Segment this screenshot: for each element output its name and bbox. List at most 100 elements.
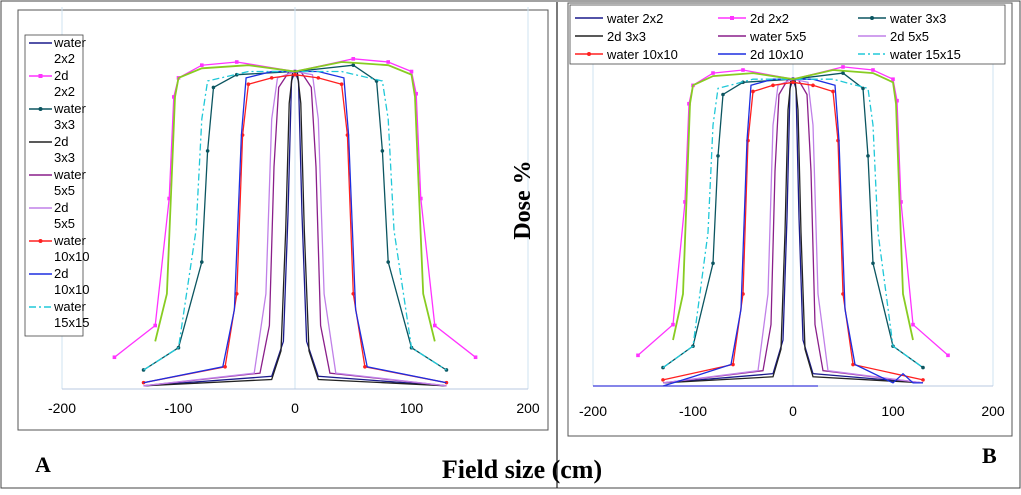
panel-b-frame	[567, 2, 1013, 437]
legend-a-label-5: 3x3	[54, 117, 75, 132]
legend-a-label-13: 10x10	[54, 249, 89, 264]
a-series-1-point-2	[167, 196, 171, 201]
b-series-2-point-2	[711, 261, 715, 266]
a-series-1-point-10	[409, 69, 414, 74]
b-series-6-point-12	[921, 378, 925, 382]
b-series-1-point-13	[911, 322, 915, 327]
a-series-6-point-0	[141, 380, 146, 385]
legend-b-box	[569, 4, 1006, 65]
b-series-1-point-3	[687, 101, 691, 106]
a-series-6-point-4	[246, 82, 251, 87]
b-series-1-point-8	[841, 65, 845, 69]
legend-a-label-0: water	[53, 35, 86, 50]
a-series-6-point-10	[351, 291, 356, 296]
b-series-line-9	[672, 69, 914, 341]
panel-a-frame	[17, 9, 549, 431]
b-series-6-point-8	[831, 89, 835, 94]
panel-a-plot: -200 -100 0 100 200	[48, 7, 540, 416]
legend-a-label-7: 3x3	[54, 150, 75, 165]
a-series-line-8	[143, 70, 447, 371]
b-series-1-point-2	[683, 200, 687, 204]
legend-b-label-2: water 3x3	[889, 11, 946, 26]
legend-b-label-1: 2d 2x2	[750, 11, 789, 26]
b-series-1-point-1	[671, 322, 675, 327]
a-series-1-point-1	[153, 323, 157, 328]
legend-a-marker-6	[38, 239, 43, 243]
a-series-2-point-3	[205, 149, 210, 153]
a-series-2-point-7	[351, 63, 356, 67]
a-series-6-point-1	[223, 364, 227, 369]
legend-b-marker-6	[587, 52, 591, 56]
legend-a-label-14: 2d	[54, 266, 68, 281]
legend-b: water 2x2 2d 2x2 water 3x3 2d 3x3 water 5x5 2…	[569, 4, 1006, 65]
b-series-1-point-11	[895, 98, 899, 103]
b-x-tick-label-0: -200	[579, 403, 607, 419]
b-x-tick-label-2: 0	[789, 403, 797, 419]
a-series-line-9	[154, 61, 436, 342]
a-series-2-point-10	[386, 260, 391, 264]
panel-b-plot: -200 -100 0 100 200	[579, 15, 1005, 419]
b-series-2-point-4	[721, 92, 725, 97]
a-series-6-point-7	[316, 76, 321, 80]
a-x-tick-label-4: 200	[516, 400, 540, 416]
a-series-6-point-5	[269, 76, 274, 80]
y-axis-label: Dose %	[510, 160, 536, 239]
b-series-2-point-9	[866, 154, 870, 158]
legend-a-label-1: 2x2	[54, 51, 75, 66]
b-series-1-point-10	[891, 77, 895, 82]
b-series-2-point-3	[716, 154, 720, 158]
b-series-6-point-0	[661, 378, 665, 382]
a-series-2-point-2	[200, 260, 204, 264]
a-x-tick-label-0: -200	[48, 400, 76, 416]
a-series-6-point-8	[339, 82, 344, 87]
b-x-tick-label-1: -100	[679, 403, 707, 419]
legend-a-label-3: 2x2	[54, 84, 75, 99]
a-series-6-point-6	[293, 72, 297, 77]
legend-a-label-12: water	[53, 233, 86, 248]
b-series-6-point-4	[751, 89, 755, 94]
b-x-tick-label-3: 100	[881, 403, 905, 419]
b-x-tick-label-4: 200	[981, 403, 1005, 419]
a-series-1-point-8	[351, 57, 356, 61]
legend-a-label-2: 2d	[54, 68, 68, 83]
legend-a-label-8: water	[53, 167, 86, 182]
legend-b-label-5: 2d 5x5	[890, 29, 929, 44]
a-series-6-point-12	[444, 380, 449, 385]
b-series-2-point-8	[861, 86, 865, 91]
b-series-2-point-12	[921, 365, 925, 370]
legend-a-label-10: 2d	[54, 200, 68, 215]
b-series-line-8	[662, 78, 924, 369]
a-x-tick-label-2: 0	[291, 400, 299, 416]
legend-a-label-17: 15x15	[54, 315, 89, 330]
b-series-6-point-5	[771, 83, 775, 88]
legend-b-marker-1	[730, 16, 734, 20]
legend-a-marker-2	[38, 107, 43, 111]
a-series-1-point-9	[386, 60, 390, 64]
legend-b-label-0: water 2x2	[606, 11, 663, 26]
a-series-1-point-14	[473, 355, 478, 360]
b-series-1-point-12	[899, 200, 903, 204]
a-x-tick-label-1: -100	[164, 400, 192, 416]
a-x-tick-label-3: 100	[400, 400, 424, 416]
panel-b-label: B	[982, 443, 997, 468]
legend-b-label-3: 2d 3x3	[607, 29, 646, 44]
legend-a-marker-1	[38, 74, 43, 78]
b-series-1-point-9	[871, 68, 875, 72]
b-series-6-point-6	[791, 80, 795, 85]
legend-a-label-16: water	[53, 299, 86, 314]
b-series-6-point-7	[811, 83, 815, 88]
legend-b-label-4: water 5x5	[749, 29, 806, 44]
a-series-1-point-0	[112, 355, 117, 360]
a-series-6-point-11	[363, 364, 367, 369]
a-series-1-point-5	[200, 63, 204, 67]
legend-b-label-8: water 15x15	[889, 47, 961, 62]
legend-b-marker-2	[870, 16, 874, 20]
legend-a-box	[24, 34, 84, 337]
b-series-2-point-7	[841, 71, 845, 75]
b-series-1-point-14	[946, 353, 950, 358]
b-series-6-point-11	[851, 362, 855, 367]
a-series-1-point-11	[414, 91, 418, 96]
b-series-1-point-6	[741, 68, 745, 72]
